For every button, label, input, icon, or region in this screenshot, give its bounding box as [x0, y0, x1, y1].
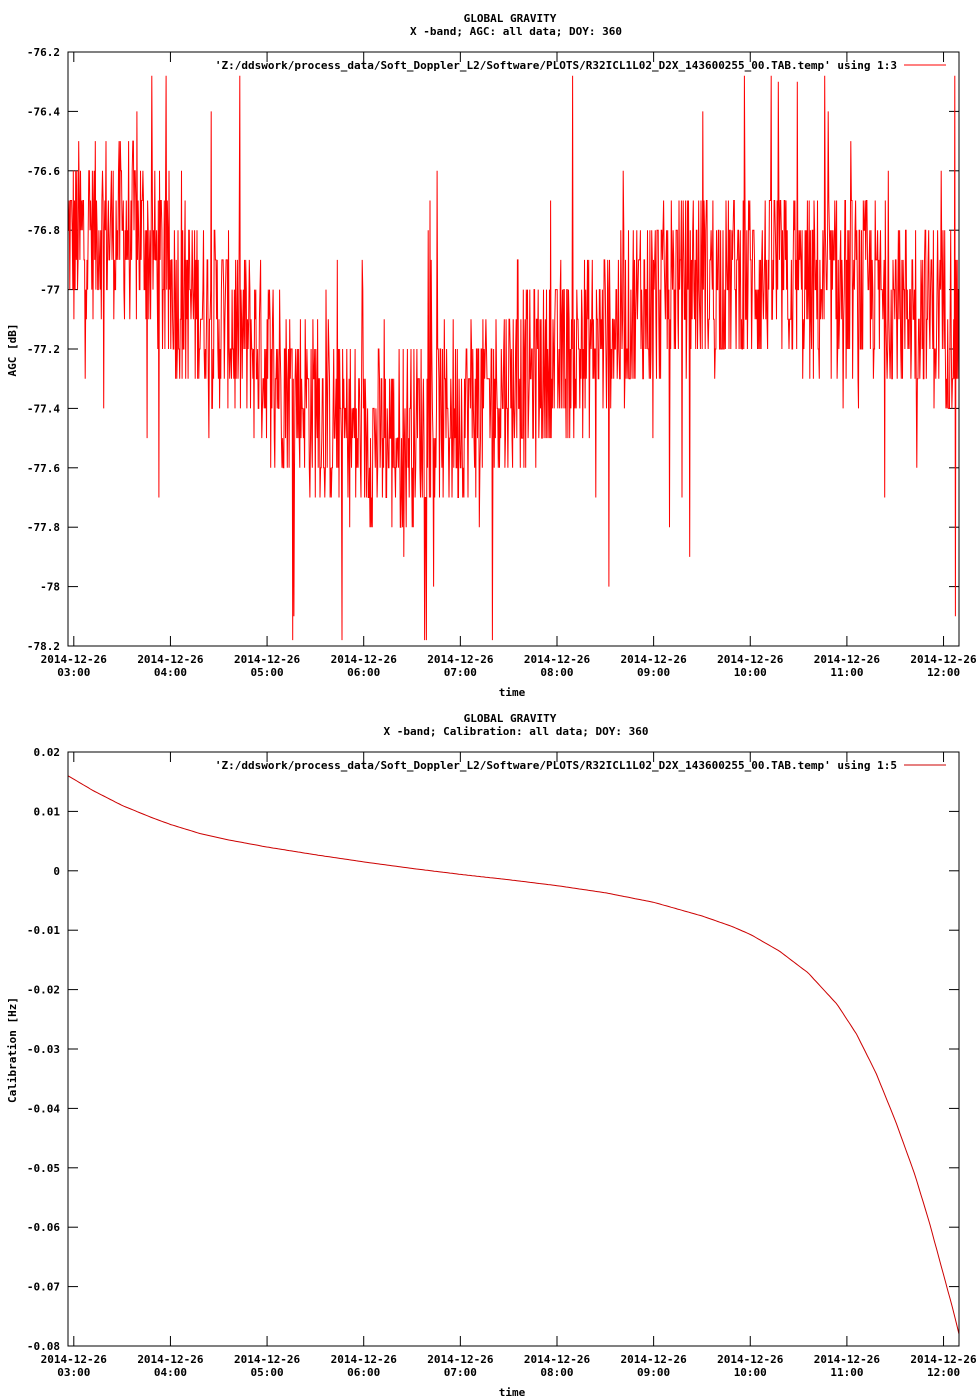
y-tick-label: -77.2	[27, 343, 60, 356]
x-tick-label-time: 05:00	[251, 666, 284, 679]
y-tick-label: -77	[40, 284, 60, 297]
x-tick-label-time: 09:00	[637, 1366, 670, 1379]
x-tick-label-time: 06:00	[347, 1366, 380, 1379]
x-tick-label-date: 2014-12-26	[621, 1353, 688, 1366]
series-line	[68, 75, 960, 641]
x-tick-label-date: 2014-12-26	[814, 653, 881, 666]
x-tick-label-date: 2014-12-26	[427, 653, 494, 666]
chart-title: GLOBAL GRAVITY	[464, 712, 557, 725]
x-tick-label-date: 2014-12-26	[41, 1353, 108, 1366]
x-tick-label-time: 08:00	[540, 1366, 573, 1379]
x-tick-label-time: 07:00	[444, 1366, 477, 1379]
x-tick-label-date: 2014-12-26	[331, 653, 398, 666]
chart-subtitle: X -band; AGC: all data; DOY: 360	[410, 25, 622, 38]
y-tick-label: -76.6	[27, 165, 60, 178]
chart-title: GLOBAL GRAVITY	[464, 12, 557, 25]
calibration-axes: 0.02 0.01 0 -0.01 -0.02 -0.03 -0.04 -0.05 -0.06 -…	[27, 746, 977, 1379]
x-tick-label-date: 2014-12-26	[234, 1353, 301, 1366]
x-tick-label-date: 2014-12-26	[717, 1353, 784, 1366]
y-axis-label: AGC [dB]	[6, 324, 19, 377]
x-tick-label-time: 07:00	[444, 666, 477, 679]
x-tick-label-time: 11:00	[830, 666, 863, 679]
calibration-series	[67, 775, 960, 1335]
y-tick-label: -76.8	[27, 224, 60, 237]
x-tick-label-date: 2014-12-26	[910, 1353, 977, 1366]
y-tick-label: -78	[40, 581, 60, 594]
x-tick-label-time: 06:00	[347, 666, 380, 679]
series-line	[67, 775, 960, 1335]
y-tick-label: -0.01	[27, 924, 60, 937]
x-tick-label-time: 03:00	[57, 666, 90, 679]
agc-chart: GLOBAL GRAVITY X -band; AGC: all data; D…	[6, 12, 977, 699]
x-tick-label-date: 2014-12-26	[41, 653, 108, 666]
x-tick-label-time: 10:00	[734, 666, 767, 679]
x-tick-label-time: 04:00	[154, 666, 187, 679]
chart-subtitle: X -band; Calibration: all data; DOY: 360	[384, 725, 649, 738]
x-tick-label-time: 08:00	[540, 666, 573, 679]
x-tick-label-time: 05:00	[251, 1366, 284, 1379]
x-axis-label: time	[499, 686, 526, 699]
x-tick-label-date: 2014-12-26	[717, 653, 784, 666]
x-tick-label-date: 2014-12-26	[814, 1353, 881, 1366]
x-tick-label-time: 10:00	[734, 1366, 767, 1379]
y-axis-label: Calibration [Hz]	[6, 997, 19, 1103]
x-tick-label-date: 2014-12-26	[524, 1353, 591, 1366]
y-tick-label: 0.01	[34, 805, 61, 818]
agc-plot-frame	[67, 51, 960, 647]
legend-label: 'Z:/ddswork/process_data/Soft_Doppler_L2…	[215, 59, 897, 72]
x-axis-label: time	[499, 1386, 526, 1399]
calibration-chart: GLOBAL GRAVITY X -band; Calibration: all…	[6, 712, 977, 1399]
x-tick-label-date: 2014-12-26	[234, 653, 301, 666]
y-tick-label: -0.06	[27, 1221, 60, 1234]
x-tick-label-date: 2014-12-26	[910, 653, 977, 666]
x-tick-label-date: 2014-12-26	[137, 1353, 204, 1366]
y-tick-label: -0.04	[27, 1102, 60, 1115]
x-tick-label-time: 12:00	[927, 666, 960, 679]
agc-axes: -76.2 -76.4 -76.6 -76.8 -77 -77.2 -77.4 -77.6 -7…	[27, 46, 977, 679]
x-tick-label-time: 11:00	[830, 1366, 863, 1379]
y-tick-label: -77.6	[27, 462, 60, 475]
x-tick-label-date: 2014-12-26	[137, 653, 204, 666]
x-tick-label-time: 03:00	[57, 1366, 90, 1379]
y-tick-label: -76.2	[27, 46, 60, 59]
y-tick-label: -77.4	[27, 402, 60, 415]
x-tick-label-time: 09:00	[637, 666, 670, 679]
y-tick-label: -0.05	[27, 1162, 60, 1175]
agc-series	[68, 75, 960, 641]
x-tick-label-date: 2014-12-26	[524, 653, 591, 666]
legend-label: 'Z:/ddswork/process_data/Soft_Doppler_L2…	[215, 759, 897, 772]
y-tick-label: -78.2	[27, 640, 60, 653]
y-tick-label: 0	[53, 865, 60, 878]
x-tick-label-date: 2014-12-26	[621, 653, 688, 666]
y-tick-label: -0.03	[27, 1043, 60, 1056]
x-tick-label-date: 2014-12-26	[427, 1353, 494, 1366]
x-tick-label-time: 04:00	[154, 1366, 187, 1379]
y-tick-label: -0.07	[27, 1281, 60, 1294]
calibration-plot-frame	[67, 751, 960, 1347]
x-tick-label-date: 2014-12-26	[331, 1353, 398, 1366]
y-tick-label: -76.4	[27, 105, 60, 118]
y-tick-label: -0.02	[27, 984, 60, 997]
x-tick-label-time: 12:00	[927, 1366, 960, 1379]
y-tick-label: 0.02	[34, 746, 61, 759]
y-tick-label: -0.08	[27, 1340, 60, 1353]
y-tick-label: -77.8	[27, 521, 60, 534]
